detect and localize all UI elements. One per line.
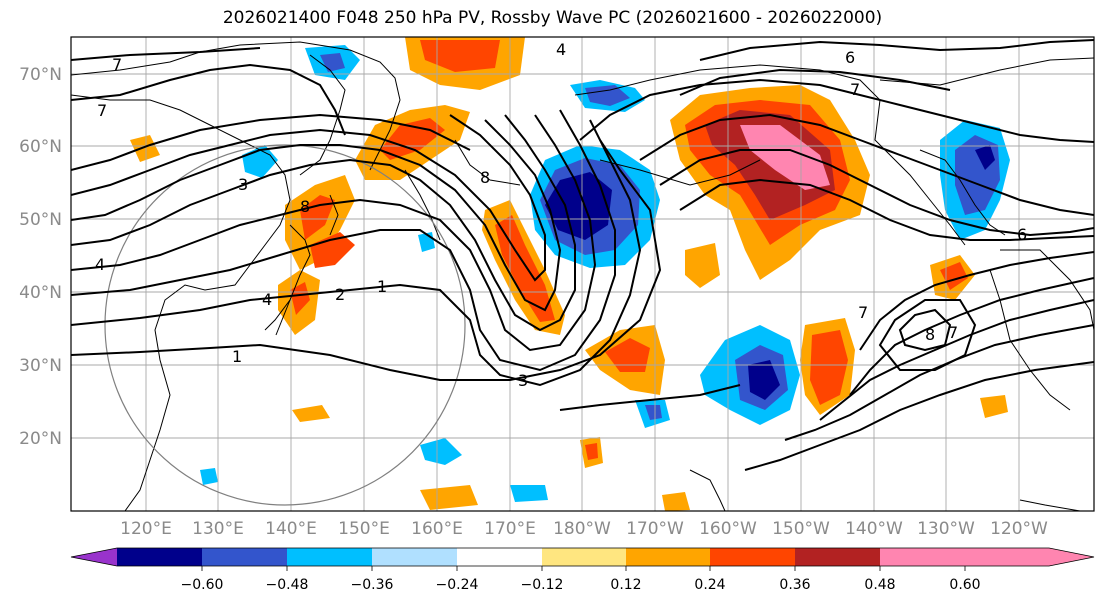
influence-circle (104, 144, 466, 506)
map-frame (70, 36, 1095, 512)
colorbar-label: 0.12 (610, 577, 641, 593)
graticule (71, 37, 1094, 511)
map-area (71, 37, 1094, 511)
contour-label: 6 (1017, 225, 1027, 244)
colorbar-segment (710, 548, 795, 566)
lon-label: 170°W (626, 519, 684, 539)
colorbar-label: −0.12 (521, 577, 564, 593)
colorbar-segment (117, 548, 202, 566)
lon-label: 160°E (411, 519, 463, 539)
colorbar-label: −0.36 (351, 577, 394, 593)
coastlines (71, 41, 1094, 511)
colorbar-label: 0.60 (949, 577, 980, 593)
contour-label: 2 (335, 285, 345, 304)
colorbar-label: 0.24 (694, 577, 725, 593)
colorbar-label: −0.24 (436, 577, 479, 593)
lat-label: 30°N (19, 356, 62, 376)
contour-label: 4 (262, 290, 272, 309)
contour-labels: 7 7 4 6 7 3 4 8 4 2 1 1 3 8 7 8 7 6 (95, 40, 1027, 390)
lon-label: 140°E (265, 519, 317, 539)
lat-label: 60°N (19, 137, 62, 157)
contour-label: 3 (238, 175, 248, 194)
contour-label: 4 (556, 40, 566, 59)
colorbar-segment (372, 548, 457, 566)
colorbar-segment (457, 548, 542, 566)
lon-label: 180°W (553, 519, 611, 539)
lat-label: 70°N (19, 65, 62, 85)
pc-shading (130, 37, 1010, 511)
colorbar-label: 0.48 (864, 577, 895, 593)
colorbar-segment (880, 548, 965, 566)
contour-label: 1 (377, 277, 387, 296)
contour-label: 8 (925, 325, 935, 344)
lon-axis: 120°E 130°E 140°E 150°E 160°E 170°E 180°… (120, 519, 1048, 539)
lat-label: 20°N (19, 429, 62, 449)
contour-label: 6 (845, 48, 855, 67)
lon-label: 140°W (845, 519, 903, 539)
lon-label: 170°E (484, 519, 536, 539)
colorbar-segment (626, 548, 710, 566)
contour-label: 7 (858, 303, 868, 322)
colorbar-segment (795, 548, 880, 566)
contour-label: 8 (480, 168, 490, 187)
colorbar-segment (287, 548, 372, 566)
map-title: 2026021400 F048 250 hPa PV, Rossby Wave … (222, 8, 883, 28)
contour-label: 1 (232, 347, 242, 366)
colorbar-label: −0.48 (266, 577, 309, 593)
lon-label: 160°W (699, 519, 757, 539)
contour-label: 7 (112, 55, 122, 74)
colorbar-extend-high (965, 548, 1094, 566)
pv-contours (71, 39, 1094, 471)
colorbar-label: −0.60 (181, 577, 224, 593)
colorbar-segment (202, 548, 287, 566)
lon-label: 150°E (338, 519, 390, 539)
lon-label: 130°E (192, 519, 244, 539)
lon-label: 120°E (120, 519, 172, 539)
contour-label: 7 (850, 80, 860, 99)
contour-label: 8 (300, 197, 310, 216)
lon-label: 130°W (917, 519, 975, 539)
lat-label: 40°N (19, 283, 62, 303)
contour-label: 4 (95, 255, 105, 274)
contour-label: 7 (97, 101, 107, 120)
lat-axis: 70°N 60°N 50°N 40°N 30°N 20°N (19, 65, 62, 449)
colorbar-segment (542, 548, 626, 566)
colorbar: −0.60 −0.48 −0.36 −0.24 −0.12 0.12 0.24 … (70, 547, 1095, 593)
lat-label: 50°N (19, 210, 62, 230)
lon-label: 120°W (990, 519, 1048, 539)
colorbar-extend-low (71, 548, 117, 566)
colorbar-label: 0.36 (779, 577, 810, 593)
contour-label: 7 (948, 323, 958, 342)
contour-label: 3 (518, 371, 528, 390)
lon-label: 150°W (772, 519, 830, 539)
